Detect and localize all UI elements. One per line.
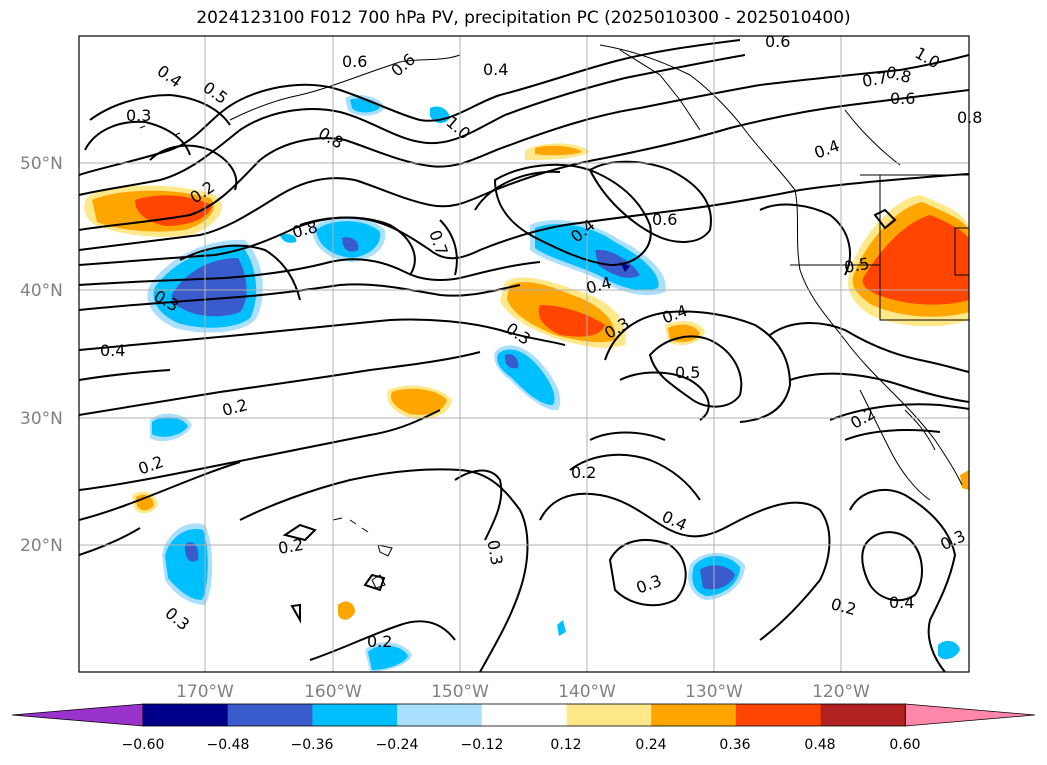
colorbar-tick-label: −0.12 <box>461 737 504 753</box>
colorbar-extend-high <box>904 703 1036 727</box>
pv-contours <box>79 39 969 672</box>
contour-label: 0.7 <box>861 68 889 91</box>
contour-label: 0.5 <box>675 363 700 382</box>
contour-label: 0.2 <box>571 463 596 482</box>
colorbar-tick-label: −0.36 <box>291 737 334 753</box>
colorbar <box>11 703 1036 727</box>
colorbar-segment <box>397 704 483 726</box>
contour-label: 0.5 <box>843 254 871 277</box>
colorbar-tick-label: −0.48 <box>207 737 250 753</box>
lat-label: 30°N <box>20 409 63 429</box>
colorbar-tick-label: 0.24 <box>635 737 666 753</box>
colorbar-segment <box>227 704 313 726</box>
colorbar-segment <box>651 704 737 726</box>
precip-shading <box>84 95 969 672</box>
contour-label: 0.6 <box>342 52 367 71</box>
contour-label: 0.4 <box>483 60 508 79</box>
map-title: 2024123100 F012 700 hPa PV, precipitatio… <box>196 8 851 28</box>
contour-label: 0.2 <box>277 535 305 558</box>
colorbar-tick-label: 0.48 <box>804 737 835 753</box>
contour-label: 0.6 <box>652 210 677 229</box>
lon-label: 170°W <box>176 682 234 702</box>
gridlines <box>79 36 969 672</box>
map-border <box>78 35 970 673</box>
colorbar-segment <box>820 704 906 726</box>
contour-label: 0.6 <box>890 89 915 108</box>
colorbar-tick-label: −0.24 <box>376 737 419 753</box>
colorbar-segment <box>143 704 229 726</box>
colorbar-frame <box>142 703 906 727</box>
colorbar-segment <box>566 704 652 726</box>
colorbar-segment <box>735 704 822 726</box>
colorbar-tick-label: 0.36 <box>719 737 750 753</box>
lon-label: 150°W <box>431 682 489 702</box>
lon-label: 140°W <box>558 682 616 702</box>
lat-label: 20°N <box>20 536 63 556</box>
lat-label: 50°N <box>20 154 63 174</box>
colorbar-tick-label: 0.12 <box>550 737 581 753</box>
contour-label: 0.6 <box>765 32 790 51</box>
longitude-axis: 170°W 160°W 150°W 140°W 130°W 120°W <box>176 682 870 702</box>
colorbar-segment <box>312 704 398 726</box>
colorbar-segment <box>481 704 567 726</box>
contour-label: 0.4 <box>100 341 125 360</box>
contour-label: 0.3 <box>483 538 506 566</box>
contour-label: 0.8 <box>957 108 982 127</box>
lat-label: 40°N <box>20 281 63 301</box>
colorbar-extend-low <box>11 703 144 727</box>
coastlines <box>139 44 969 589</box>
colorbar-ticks: −0.60 −0.48 −0.36 −0.24 −0.12 0.12 0.24 … <box>122 737 921 753</box>
contour-label: 0.3 <box>126 106 151 125</box>
latitude-axis: 50°N 40°N 30°N 20°N <box>20 154 63 556</box>
contour-label: 0.2 <box>367 632 392 651</box>
lon-label: 120°W <box>812 682 870 702</box>
lon-label: 130°W <box>685 682 743 702</box>
colorbar-tick-label: 0.60 <box>889 737 920 753</box>
colorbar-tick-label: −0.60 <box>122 737 165 753</box>
lon-label: 160°W <box>304 682 362 702</box>
contour-label: 0.4 <box>889 593 914 612</box>
